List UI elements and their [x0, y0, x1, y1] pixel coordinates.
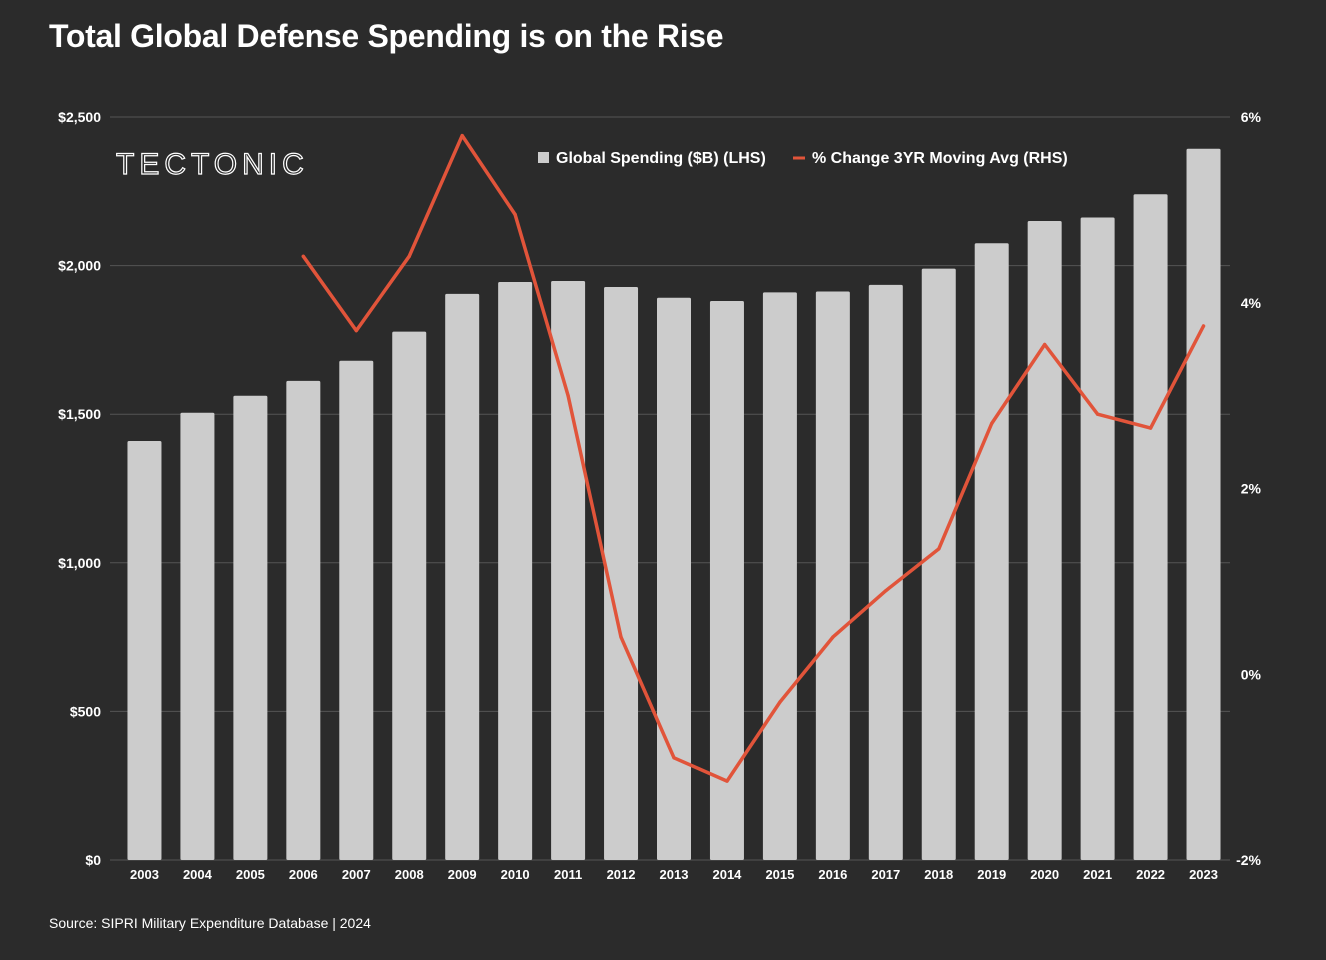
line-point-2011 [566, 394, 570, 398]
bar-2013 [657, 297, 691, 860]
tectonic-logo: TECTONIC [116, 148, 309, 181]
bar-2007 [339, 360, 374, 860]
left-tick-label: $0 [85, 852, 101, 868]
left-tick-label: $500 [70, 703, 101, 719]
line-point-2006 [301, 254, 305, 258]
line-point-2010 [513, 212, 517, 217]
line-series [301, 133, 1206, 783]
line-point-2018 [937, 547, 941, 551]
line-point-2020 [1043, 342, 1047, 347]
x-tick-label: 2009 [448, 867, 477, 882]
right-tick-label: 0% [1241, 666, 1262, 682]
bar-2017 [868, 284, 903, 861]
bar-2006 [286, 380, 321, 860]
line-point-2013 [672, 756, 676, 760]
line-point-2007 [354, 329, 358, 333]
source-note: Source: SIPRI Military Expenditure Datab… [49, 915, 371, 931]
bar-2018 [921, 268, 956, 860]
x-tick-label: 2021 [1083, 867, 1112, 882]
bar-2022 [1133, 194, 1168, 861]
line-point-2022 [1148, 426, 1153, 430]
x-tick-label: 2013 [660, 867, 689, 882]
x-axis: 2003 2004 2005 2006 2007 2008 2009 2010 2011 2012… [130, 867, 1218, 882]
left-tick-label: $1,000 [58, 555, 101, 571]
x-tick-label: 2004 [183, 867, 213, 882]
x-tick-label: 2005 [236, 867, 265, 882]
line-point-2017 [884, 589, 888, 593]
bar-2008 [392, 331, 427, 861]
right-tick-label: 4% [1241, 295, 1262, 311]
x-tick-label: 2022 [1136, 867, 1165, 882]
line-point-2023 [1201, 324, 1206, 328]
bar-2021 [1080, 217, 1115, 860]
legend: Global Spending ($B) (LHS) % Change 3YR … [538, 150, 1068, 167]
bar-2014 [709, 300, 744, 860]
x-tick-label: 2012 [607, 867, 636, 882]
bar-2010 [498, 281, 533, 860]
bar-series [127, 148, 1221, 861]
line-point-2012 [619, 635, 623, 639]
bar-2005 [233, 395, 268, 860]
left-tick-label: $2,000 [58, 258, 101, 274]
x-tick-label: 2016 [818, 867, 847, 882]
x-tick-label: 2006 [289, 867, 318, 882]
bar-2020 [1027, 221, 1062, 860]
x-tick-label: 2020 [1030, 867, 1059, 882]
x-tick-label: 2017 [871, 867, 900, 882]
line-point-2021 [1096, 412, 1100, 416]
bar-2016 [815, 291, 850, 860]
right-axis: -2% 0% 2% 4% 6% [1236, 109, 1261, 868]
x-tick-label: 2019 [977, 867, 1006, 882]
line-point-2009 [460, 133, 464, 138]
left-tick-label: $1,500 [58, 406, 101, 422]
x-tick-label: 2023 [1189, 867, 1218, 882]
pct-change-line [301, 133, 1206, 783]
line-point-2019 [990, 421, 994, 426]
bar-2023 [1186, 148, 1221, 860]
line-point-2008 [407, 254, 411, 258]
x-tick-label: 2018 [924, 867, 953, 882]
x-tick-label: 2007 [342, 867, 371, 882]
bar-2019 [974, 243, 1009, 860]
left-axis: $0 $500 $1,000 $1,500 $2,000 $2,500 [58, 109, 101, 868]
legend-label-pct-change: % Change 3YR Moving Avg (RHS) [812, 150, 1068, 167]
x-tick-label: 2010 [501, 867, 530, 882]
x-tick-label: 2011 [554, 867, 582, 882]
x-tick-label: 2008 [395, 867, 424, 882]
right-tick-label: 6% [1241, 109, 1262, 125]
left-tick-label: $2,500 [58, 109, 101, 125]
bar-2003 [127, 440, 162, 860]
bar-2012 [604, 286, 639, 860]
bar-2011 [551, 281, 586, 860]
x-tick-label: 2015 [765, 867, 794, 882]
bar-2009 [445, 293, 480, 861]
right-tick-label: 2% [1241, 481, 1262, 497]
x-tick-label: 2003 [130, 867, 159, 882]
x-tick-label: 2014 [712, 867, 742, 882]
legend-swatch-bar [538, 152, 549, 163]
line-point-2015 [778, 700, 782, 704]
line-point-2016 [831, 635, 835, 639]
line-point-2014 [725, 779, 729, 783]
chart-title: Total Global Defense Spending is on the … [49, 18, 724, 54]
legend-label-spending: Global Spending ($B) (LHS) [556, 150, 766, 167]
bar-2004 [180, 412, 215, 860]
right-tick-label: -2% [1236, 852, 1261, 868]
bar-2015 [762, 292, 797, 860]
